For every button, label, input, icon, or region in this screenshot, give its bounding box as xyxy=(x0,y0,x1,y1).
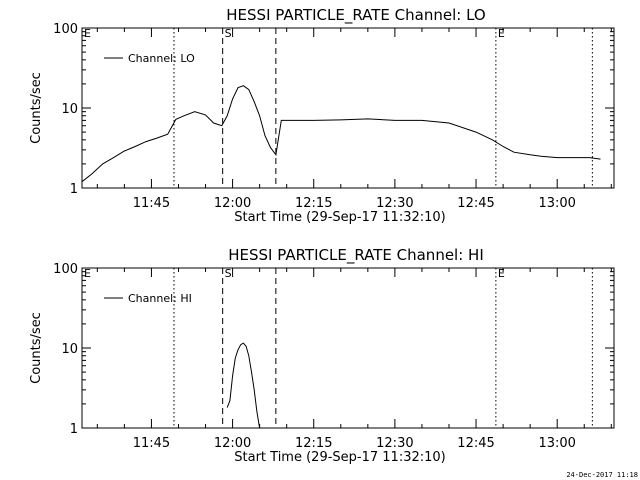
x-tick-label: 12:00 xyxy=(214,196,251,211)
marker-label-e: E xyxy=(84,27,91,40)
y-tick-label: 10 xyxy=(61,102,78,117)
series-line xyxy=(81,85,601,183)
y-axis-label: Counts/sec xyxy=(29,312,44,384)
marker-label-s: S xyxy=(225,267,232,280)
panel-hi-chart: HESSI PARTICLE_RATE Channel: HI 1 10 100 11:… xyxy=(29,246,615,465)
x-tick-label: 12:45 xyxy=(457,436,494,451)
x-tick-label: 12:15 xyxy=(295,436,332,451)
x-tick-label: 11:45 xyxy=(133,196,170,211)
marker-label-s: S xyxy=(225,27,232,40)
marker-label-e: E xyxy=(498,267,505,280)
x-tick-label: 12:30 xyxy=(376,436,413,451)
marker-label-e: E xyxy=(498,27,505,40)
marker-label-e: E xyxy=(84,267,91,280)
x-tick-label: 13:00 xyxy=(538,436,575,451)
legend-label: Channel: LO xyxy=(128,52,195,65)
chart-title: HESSI PARTICLE_RATE Channel: LO xyxy=(226,6,485,25)
x-tick-label: 11:45 xyxy=(133,436,170,451)
panel-lo-chart: HESSI PARTICLE_RATE Channel: LO 1 10 100 11:… xyxy=(29,6,615,225)
y-tick-label: 100 xyxy=(53,22,78,37)
y-tick-label: 100 xyxy=(53,262,78,277)
x-tick-label: 12:45 xyxy=(457,196,494,211)
y-axis-label: Counts/sec xyxy=(29,72,44,144)
x-tick-label: 13:00 xyxy=(538,196,575,211)
series-line xyxy=(226,342,261,429)
x-tick-label: 12:30 xyxy=(376,196,413,211)
x-tick-label: 12:15 xyxy=(295,196,332,211)
y-tick-label: 1 xyxy=(70,182,78,197)
y-tick-label: 1 xyxy=(70,422,78,437)
footer-timestamp: 24-Dec-2017 11:18 xyxy=(566,471,638,479)
x-axis-label: Start Time (29-Sep-17 11:32:10) xyxy=(234,210,445,225)
y-tick-label: 10 xyxy=(61,342,78,357)
x-tick-label: 12:00 xyxy=(214,436,251,451)
legend-label: Channel: HI xyxy=(128,292,192,305)
chart-title: HESSI PARTICLE_RATE Channel: HI xyxy=(228,246,484,265)
x-axis-label: Start Time (29-Sep-17 11:32:10) xyxy=(234,450,445,465)
